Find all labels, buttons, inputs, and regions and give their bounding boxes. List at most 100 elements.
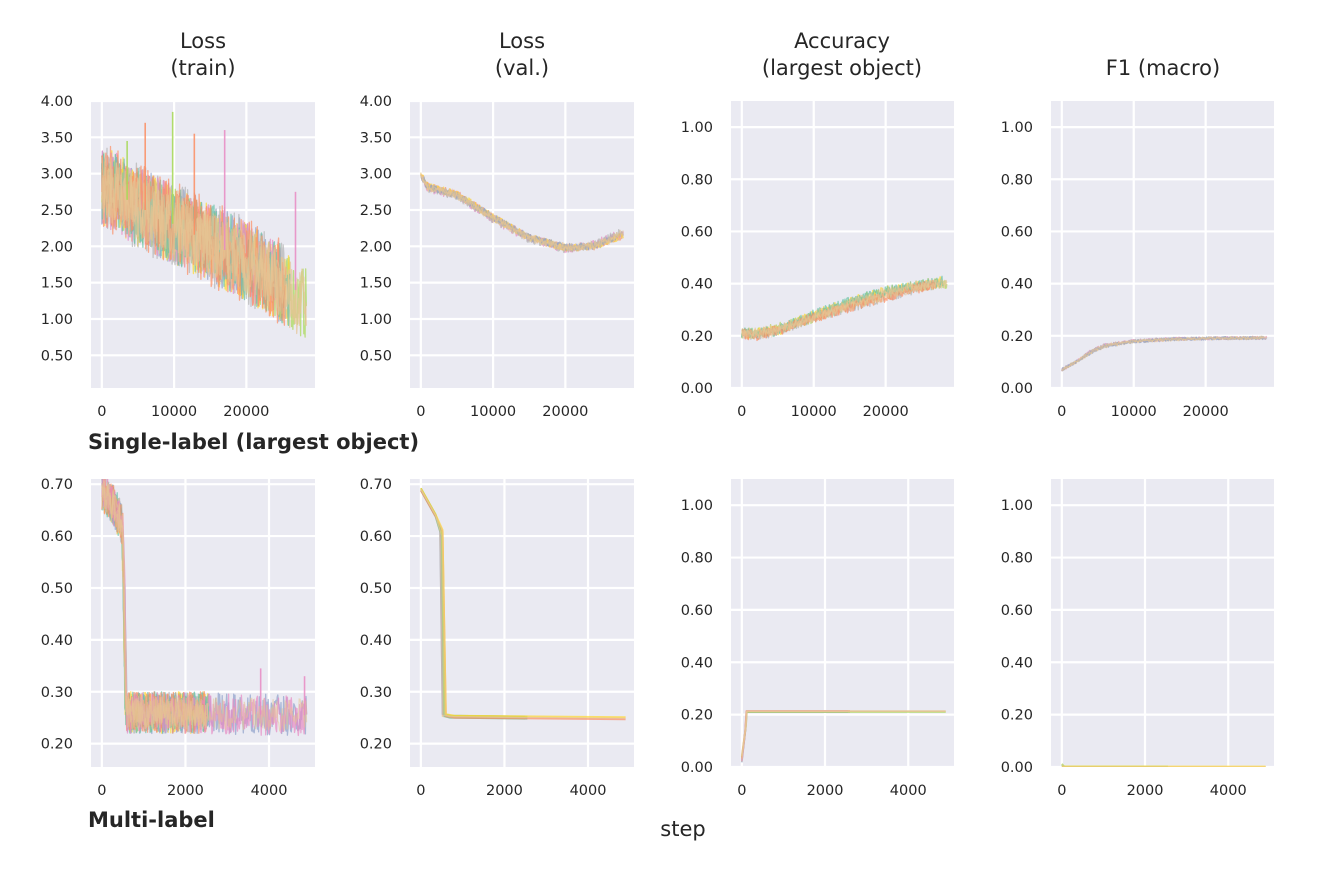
- subplot-1: 0 10000 20000 0.50 1.00 1.50 2.00 2.50 3.00 3.50 4…: [41, 94, 315, 420]
- x-tick-label: 2000: [807, 783, 844, 799]
- x-tick-label: 10000: [151, 404, 197, 420]
- y-tick-label: 0.40: [1001, 277, 1033, 293]
- y-tick-label: 0.00: [1001, 760, 1033, 776]
- x-tick-label: 10000: [470, 404, 516, 420]
- x-tick-label: 20000: [1183, 404, 1229, 420]
- subplot-3: 0 10000 20000 0.00 0.20 0.40 0.60 0.80 1.00: [681, 101, 954, 420]
- y-tick-label: 0.00: [681, 760, 713, 776]
- y-tick-label: 0.60: [681, 224, 713, 240]
- x-tick-label: 20000: [863, 404, 909, 420]
- x-tick-label: 20000: [223, 404, 269, 420]
- series-group: [1061, 763, 1266, 767]
- y-tick-label: 0.30: [41, 685, 73, 701]
- y-tick-label: 1.00: [360, 312, 392, 328]
- y-tick-label: 0.20: [1001, 708, 1033, 724]
- y-tick-label: 0.30: [360, 685, 392, 701]
- y-tick-label: 3.00: [360, 167, 392, 183]
- y-tick-label: 0.50: [41, 348, 73, 364]
- y-tick-label: 0.80: [681, 551, 713, 567]
- y-tick-label: 0.60: [1001, 603, 1033, 619]
- series-line: [420, 175, 617, 252]
- row-label-multi: Multi-label: [88, 808, 215, 832]
- y-tick-label: 1.50: [41, 276, 73, 292]
- y-tick-label: 4.00: [360, 94, 392, 110]
- series-line: [420, 489, 626, 719]
- x-tick-label: 2000: [1127, 783, 1164, 799]
- y-tick-label: 0.60: [41, 529, 73, 545]
- series-group: [1061, 335, 1268, 372]
- y-tick-label: 0.40: [360, 633, 392, 649]
- y-tick-label: 3.50: [41, 130, 73, 146]
- y-tick-label: 1.00: [1001, 120, 1033, 136]
- y-tick-label: 2.00: [360, 239, 392, 255]
- y-tick-label: 0.80: [1001, 172, 1033, 188]
- y-tick-label: 0.00: [1001, 381, 1033, 397]
- shared-x-axis-label: step: [660, 817, 705, 841]
- y-tick-label: 1.00: [681, 498, 713, 514]
- y-tick-label: 0.40: [41, 633, 73, 649]
- x-tick-label: 2000: [167, 783, 204, 799]
- y-tick-label: 1.00: [1001, 498, 1033, 514]
- column-titles: Loss (train) Loss (val.) Accuracy (large…: [170, 29, 1220, 80]
- x-tick-label: 0: [416, 783, 425, 799]
- col-title-2-line1: Loss: [499, 29, 545, 53]
- subplot-6: 0 2000 4000 0.20 0.30 0.40 0.50 0.60 0.70: [360, 477, 634, 799]
- plot-area: [1051, 101, 1274, 388]
- x-tick-label: 4000: [1210, 783, 1247, 799]
- y-tick-label: 0.50: [360, 348, 392, 364]
- y-tick-label: 0.80: [681, 172, 713, 188]
- y-tick-label: 0.60: [360, 529, 392, 545]
- y-tick-label: 0.60: [681, 603, 713, 619]
- y-tick-label: 2.00: [41, 239, 73, 255]
- subplot-7: 0 2000 4000 0.00 0.20 0.40 0.60 0.80 1.00: [681, 479, 954, 799]
- y-tick-label: 0.40: [681, 655, 713, 671]
- y-tick-label: 0.70: [360, 477, 392, 493]
- subplot-4: 0 10000 20000 0.00 0.20 0.40 0.60 0.80 1.00: [1001, 101, 1274, 420]
- series-group: [101, 111, 307, 338]
- plot-area: [731, 101, 954, 388]
- col-title-1-line1: Loss: [180, 29, 226, 53]
- y-tick-label: 0.40: [681, 277, 713, 293]
- series-line: [741, 710, 946, 757]
- row-label-single: Single-label (largest object): [88, 430, 419, 454]
- y-tick-label: 0.70: [41, 477, 73, 493]
- series-line: [1061, 763, 1168, 767]
- col-title-3-line2: (largest object): [762, 56, 922, 80]
- plot-area: [731, 479, 954, 767]
- x-tick-label: 4000: [890, 783, 927, 799]
- series-line: [741, 279, 937, 341]
- y-tick-label: 2.50: [41, 203, 73, 219]
- x-tick-label: 10000: [791, 404, 837, 420]
- subplot-2: 0 10000 20000 0.50 1.00 1.50 2.00 2.50 3.00 3.50 4…: [360, 94, 634, 420]
- y-tick-label: 2.50: [360, 203, 392, 219]
- x-tick-label: 0: [737, 783, 746, 799]
- series-line: [741, 279, 948, 338]
- series-group: [740, 710, 946, 763]
- x-tick-label: 0: [97, 404, 106, 420]
- y-tick-label: 0.50: [360, 581, 392, 597]
- col-title-4: F1 (macro): [1106, 56, 1220, 80]
- series-line: [1061, 335, 1264, 371]
- x-tick-label: 20000: [542, 404, 588, 420]
- y-tick-label: 0.20: [681, 708, 713, 724]
- y-tick-label: 0.60: [1001, 224, 1033, 240]
- y-tick-label: 0.20: [41, 737, 73, 753]
- series-group: [420, 172, 624, 254]
- plot-area: [1051, 479, 1274, 767]
- x-tick-label: 0: [416, 404, 425, 420]
- series-line: [101, 482, 308, 733]
- subplot-grid: 0 10000 200000.501.001.502.002.503.003.504…: [41, 94, 1274, 799]
- y-tick-label: 0.20: [681, 329, 713, 345]
- series-group: [420, 487, 626, 721]
- y-tick-label: 3.00: [41, 167, 73, 183]
- x-tick-label: 4000: [251, 783, 288, 799]
- y-tick-label: 1.00: [681, 120, 713, 136]
- x-tick-label: 0: [97, 783, 106, 799]
- y-tick-label: 1.00: [41, 312, 73, 328]
- y-tick-label: 1.50: [360, 276, 392, 292]
- y-tick-label: 0.20: [1001, 329, 1033, 345]
- x-tick-label: 0: [1057, 783, 1066, 799]
- col-title-3-line1: Accuracy: [794, 29, 890, 53]
- y-tick-label: 0.40: [1001, 655, 1033, 671]
- series-line: [420, 172, 624, 252]
